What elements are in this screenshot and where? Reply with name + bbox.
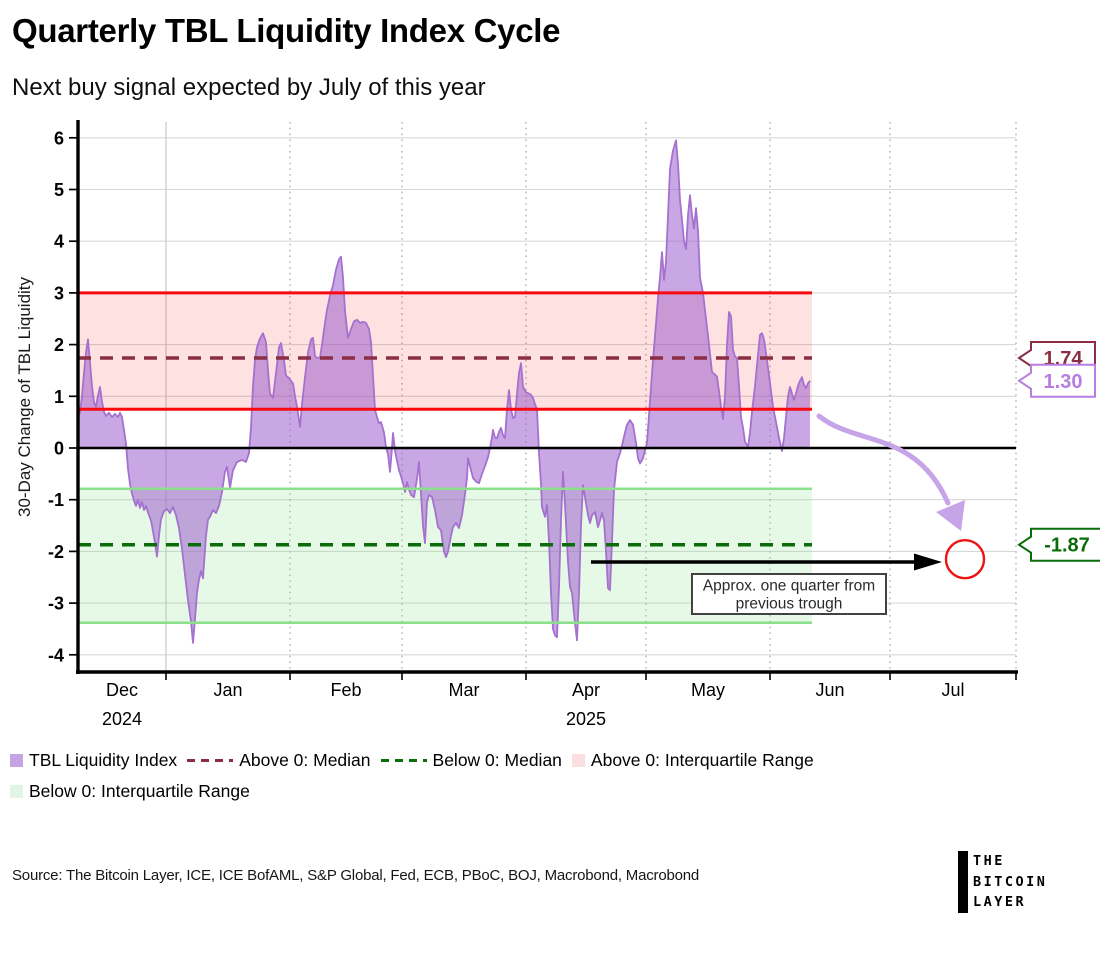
forecast-circle-icon [944,539,986,580]
brand-logo: THE BITCOIN LAYER [958,851,1047,913]
y-tick-label: 3 [54,283,64,303]
y-tick-label: 2 [54,335,64,355]
x-month-label: Jul [941,680,964,700]
source-text: Source: The Bitcoin Layer, ICE, ICE BofA… [12,867,700,884]
trough-annotation-line1: Approx. one quarter from [703,578,875,595]
y-tick-label: 4 [54,232,64,252]
value-callout [1017,363,1096,398]
y-tick-label: -1 [48,490,64,510]
legend-item-label: Below 0: Median [432,750,562,770]
legend-fill-swatch-icon [10,754,23,767]
y-tick-label: -3 [48,594,64,614]
forecast-arrow-head-icon [936,500,965,531]
legend-item: Above 0: Interquartile Range [571,750,814,771]
trough-annotation-box [691,573,887,615]
series-area [78,140,810,643]
legend-fill-swatch-icon [10,785,23,798]
x-month-label: Apr [572,680,600,700]
trough-arrow-head-icon [914,553,942,571]
legend-dash-swatch-icon [187,758,234,763]
legend-fill-swatch-icon [571,754,585,767]
y-tick-label: 5 [54,180,64,200]
page-title: Quarterly TBL Liquidity Index Cycle [12,12,561,49]
x-month-label: Jan [213,680,242,700]
legend-item: Below 0: Median [380,750,562,771]
y-tick-label: -2 [48,542,64,562]
x-month-label: Mar [449,680,480,700]
logo-line: BITCOIN [973,873,1048,890]
forecast-arrow-line [816,413,951,506]
logo-bar-icon [958,851,968,913]
y-tick-label: 0 [54,439,64,459]
x-month-label: Jun [815,680,844,700]
legend-item: Above 0: Median [187,750,371,771]
value-callout [1017,527,1100,562]
x-month-label: Dec [106,680,138,700]
page-subtitle: Next buy signal expected by July of this… [12,74,486,101]
trough-annotation-line2: previous trough [736,596,843,613]
legend: TBL Liquidity Index Above 0: Median Below … [10,750,1025,802]
logo-text: THE BITCOIN LAYER [973,851,1047,913]
logo-line: LAYER [973,894,1027,910]
logo-line: THE [973,853,1005,869]
y-tick-label: -4 [48,645,64,665]
x-month-label: May [691,680,725,700]
y-tick-label: 1 [54,387,64,407]
legend-dash-swatch-icon [380,758,427,763]
legend-item-label: Above 0: Median [239,750,371,770]
y-axis-title: 30-Day Change of TBL Liquidity [15,276,34,517]
legend-item-label: Above 0: Interquartile Range [590,750,814,770]
legend-item: Below 0: Interquartile Range [10,781,250,802]
x-month-label: Feb [330,680,361,700]
value-callout-label: 1.30 [1044,371,1083,393]
y-tick-label: 6 [54,128,64,148]
legend-item-label: TBL Liquidity Index [29,750,178,770]
x-year-label: 2025 [566,709,606,729]
value-callout-label: -1.87 [1044,535,1090,557]
x-year-label: 2024 [102,709,142,729]
legend-item-label: Below 0: Interquartile Range [29,781,250,801]
legend-item: TBL Liquidity Index [10,750,177,771]
series-line [77,139,811,644]
